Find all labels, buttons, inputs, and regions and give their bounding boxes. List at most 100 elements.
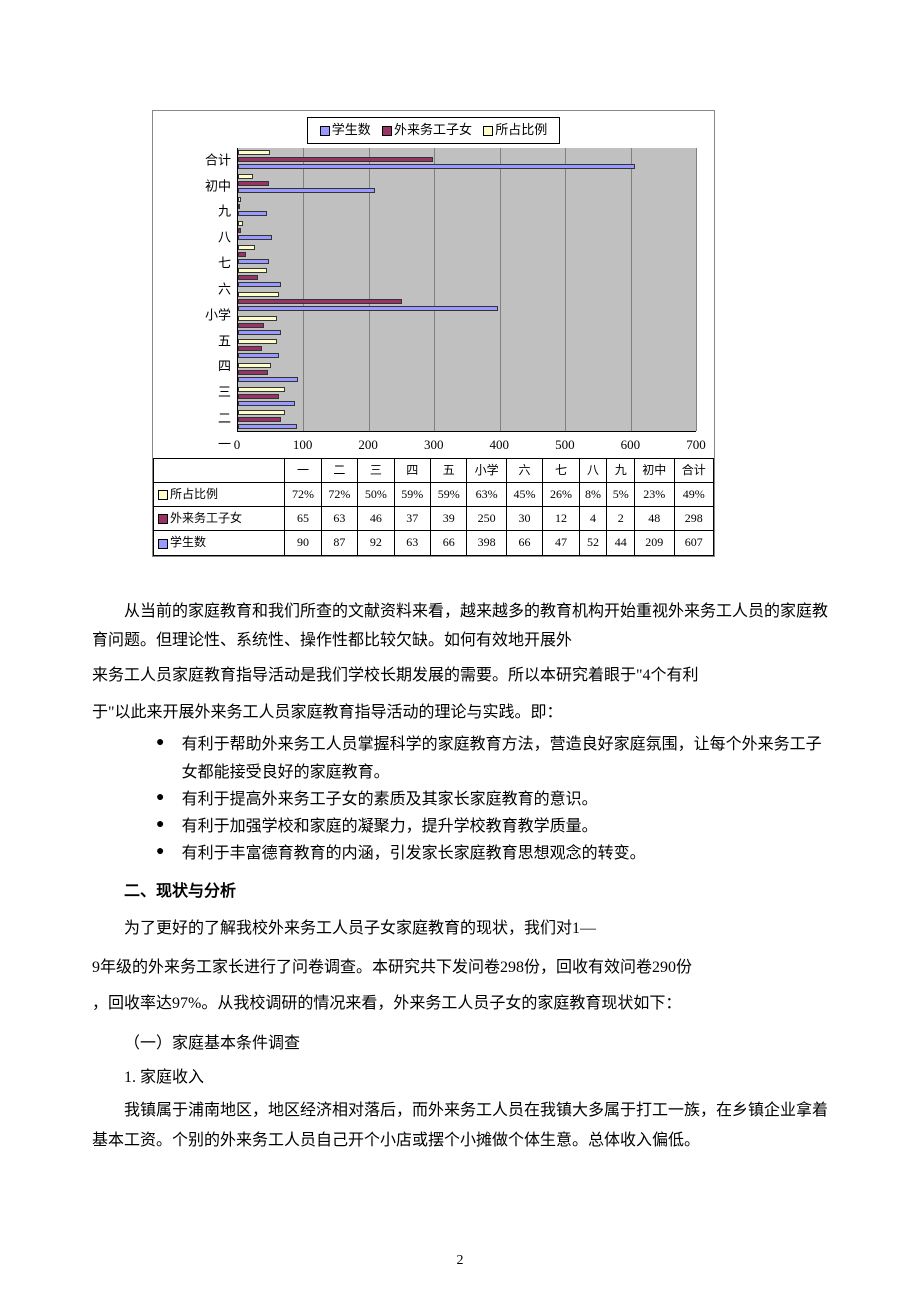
table-col-header: 九 xyxy=(607,458,635,482)
table-cell: 37 xyxy=(394,507,430,531)
table-col-header: 小学 xyxy=(467,458,506,482)
chart-legend: 学生数 外来务工子女 所占比例 xyxy=(307,117,561,144)
table-col-header: 四 xyxy=(394,458,430,482)
table-cell: 250 xyxy=(467,507,506,531)
table-cell: 8% xyxy=(579,482,607,506)
bullet-item: 有利于丰富德育教育的内涵，引发家长家庭教育思想观念的转变。 xyxy=(156,840,828,867)
chart-bar xyxy=(238,245,255,250)
x-tick-label: 100 xyxy=(293,435,313,456)
legend-label: 学生数 xyxy=(332,122,371,137)
x-tick-label: 500 xyxy=(555,435,575,456)
table-col-header: 六 xyxy=(506,458,542,482)
chart-bar xyxy=(238,363,271,368)
x-tick-label: 700 xyxy=(686,435,706,456)
x-axis: 0100200300400500600700 xyxy=(237,432,696,458)
x-tick-label: 0 xyxy=(234,435,241,456)
chart-bar xyxy=(238,417,281,422)
x-tick-label: 400 xyxy=(490,435,510,456)
y-category-label: 四 xyxy=(218,357,231,378)
y-category-label: 九 xyxy=(218,202,231,223)
chart-bar xyxy=(238,292,279,297)
table-cell: 63 xyxy=(394,531,430,555)
table-cell: 47 xyxy=(543,531,579,555)
bullet-item: 有利于帮助外来务工人员掌握科学的家庭教育方法，营造良好家庭氛围，让每个外来务工子… xyxy=(156,731,828,785)
legend-label: 所占比例 xyxy=(495,122,547,137)
table-col-header: 八 xyxy=(579,458,607,482)
table-col-header: 七 xyxy=(543,458,579,482)
table-row-header: 所占比例 xyxy=(154,482,285,506)
table-row-header: 学生数 xyxy=(154,531,285,555)
chart-bar xyxy=(238,323,264,328)
chart-container: 学生数 外来务工子女 所占比例 合计初中九八七六小学五四三二一 01002003… xyxy=(152,110,715,557)
table-cell: 30 xyxy=(506,507,542,531)
table-cell: 72% xyxy=(285,482,321,506)
chart-bar xyxy=(238,377,298,382)
y-category-label: 二 xyxy=(218,409,231,430)
table-col-header: 五 xyxy=(431,458,467,482)
chart-bar xyxy=(238,410,285,415)
y-category-label: 小学 xyxy=(205,305,231,326)
page-number: 2 xyxy=(0,1250,920,1272)
table-cell: 398 xyxy=(467,531,506,555)
table-col-header: 一 xyxy=(285,458,321,482)
table-cell: 44 xyxy=(607,531,635,555)
chart-bar xyxy=(238,330,281,335)
chart-bar xyxy=(238,346,262,351)
table-cell: 298 xyxy=(674,507,714,531)
table-cell: 26% xyxy=(543,482,579,506)
paragraph: 9年级的外来务工家长进行了问卷调查。本研究共下发问卷298份，回收有效问卷290… xyxy=(92,950,828,987)
table-cell: 87 xyxy=(321,531,357,555)
chart-bar xyxy=(238,299,402,304)
plot-area xyxy=(237,148,696,432)
chart-bar xyxy=(238,259,269,264)
chart-bar xyxy=(238,306,498,311)
table-col-header: 合计 xyxy=(674,458,714,482)
y-category-label: 八 xyxy=(218,228,231,249)
y-category-label: 六 xyxy=(218,279,231,300)
chart-data-table: 一二三四五小学六七八九初中合计所占比例72%72%50%59%59%63%45%… xyxy=(153,458,714,556)
table-col-header: 三 xyxy=(358,458,394,482)
table-cell: 63 xyxy=(321,507,357,531)
table-col-header: 初中 xyxy=(635,458,674,482)
table-cell: 63% xyxy=(467,482,506,506)
chart-bar xyxy=(238,204,240,209)
table-cell: 50% xyxy=(358,482,394,506)
table-cell: 59% xyxy=(394,482,430,506)
chart-bar xyxy=(238,188,375,193)
table-cell: 2 xyxy=(607,507,635,531)
chart-bar xyxy=(238,164,635,169)
chart-bar xyxy=(238,339,277,344)
chart-bar xyxy=(238,353,279,358)
table-cell: 4 xyxy=(579,507,607,531)
chart-plot: 合计初中九八七六小学五四三二一 0100200300400500600700 xyxy=(153,148,714,458)
chart-bar xyxy=(238,387,285,392)
chart-bar xyxy=(238,401,295,406)
table-cell: 48 xyxy=(635,507,674,531)
chart-bar xyxy=(238,221,243,226)
table-cell: 45% xyxy=(506,482,542,506)
table-row-header: 外来务工子女 xyxy=(154,507,285,531)
paragraph: 我镇属于浦南地区，地区经济相对落后，而外来务工人员在我镇大多属于打工一族，在乡镇… xyxy=(92,1096,828,1155)
body-text: 从当前的家庭教育和我们所查的文献资料来看，越来越多的教育机构开始重视外来务工人员… xyxy=(92,597,828,1156)
chart-bar xyxy=(238,197,241,202)
legend-item-migrant: 外来务工子女 xyxy=(382,120,472,141)
bullet-item: 有利于提高外来务工子女的素质及其家长家庭教育的意识。 xyxy=(156,786,828,813)
table-cell: 209 xyxy=(635,531,674,555)
table-cell: 49% xyxy=(674,482,714,506)
chart-bar xyxy=(238,275,258,280)
table-cell: 90 xyxy=(285,531,321,555)
legend-swatch-ratio xyxy=(483,126,493,136)
table-cell: 12 xyxy=(543,507,579,531)
x-tick-label: 300 xyxy=(424,435,444,456)
chart-bar xyxy=(238,394,279,399)
y-category-label: 合计 xyxy=(205,150,231,171)
table-cell: 59% xyxy=(431,482,467,506)
table-cell: 5% xyxy=(607,482,635,506)
table-cell: 23% xyxy=(635,482,674,506)
chart-bar xyxy=(238,228,241,233)
table-cell: 66 xyxy=(431,531,467,555)
y-category-label: 初中 xyxy=(205,176,231,197)
y-axis-labels: 合计初中九八七六小学五四三二一 xyxy=(153,148,237,458)
chart-bar xyxy=(238,211,267,216)
y-category-label: 一 xyxy=(218,434,231,455)
